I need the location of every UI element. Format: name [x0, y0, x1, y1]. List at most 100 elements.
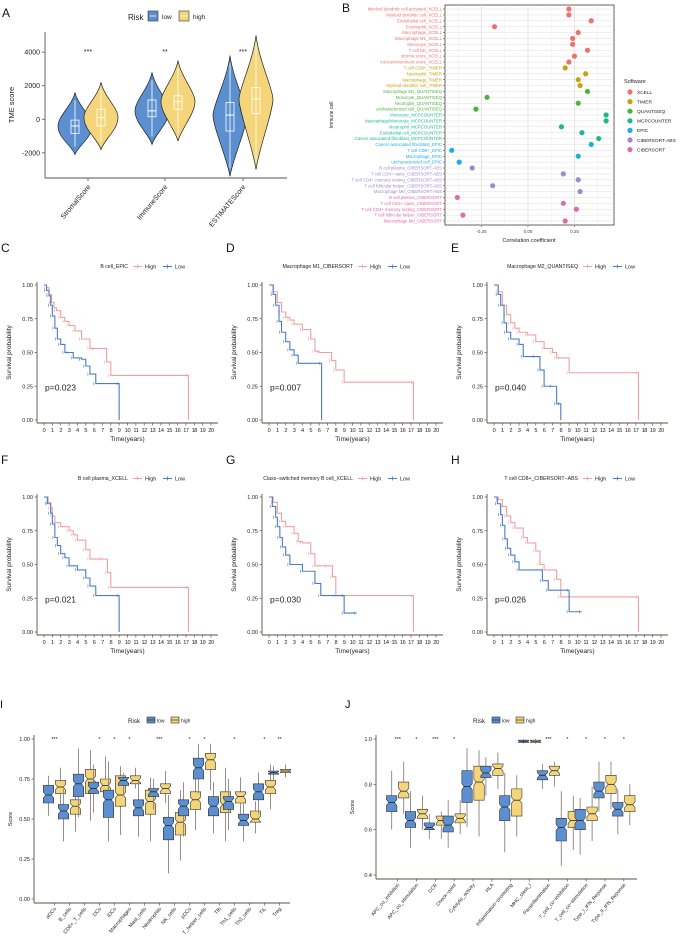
- legend-label: CIBERSORT-ABS: [637, 138, 676, 144]
- panel-e: E Macrophage M2_QUANTISEQ High Low 0.00 0.25 0…: [451, 241, 668, 443]
- x-tick-label: 18: [417, 640, 423, 646]
- y-tick-label: microenvironment score_XCELL: [380, 60, 442, 65]
- x-tick-label: 11: [583, 640, 588, 646]
- y-axis-title: Survival probability: [6, 536, 13, 591]
- panel-f: F B cell plasma_XCELL High Low 0.00 0.25 0.50 0…: [1, 453, 218, 655]
- km-legend: Macrophage M2_QUANTISEQ High Low: [507, 264, 635, 271]
- legend-label-low: low: [157, 719, 165, 725]
- point-quantiseq: [575, 100, 581, 106]
- x-tick-label: 17: [408, 640, 414, 646]
- point-epic: [575, 153, 581, 159]
- y-tick-label: Myeloid dendritic cell_TIMER: [386, 83, 442, 88]
- legend-label-high: High: [145, 265, 156, 271]
- legend-label-high: High: [595, 265, 606, 271]
- x-tick-label: 12: [141, 640, 147, 646]
- box-low: [88, 781, 99, 794]
- y-tick-label: 0.50: [247, 563, 258, 569]
- box-low: [193, 757, 204, 780]
- x-tick-label: 7: [326, 640, 329, 646]
- box-high: [130, 775, 141, 785]
- x-tick-label: 9: [118, 428, 121, 434]
- point-timer: [562, 65, 568, 71]
- box-low: [238, 813, 249, 826]
- box-high: [624, 795, 636, 812]
- x-axis-title: Time(years): [560, 436, 594, 443]
- p-value-label: p=0.007: [270, 382, 301, 392]
- x-tick-label: 12: [141, 428, 147, 434]
- significance-label: *: [566, 737, 569, 743]
- x-tick-label: 17: [633, 428, 639, 434]
- p-value-label: p=0.040: [495, 382, 526, 392]
- significance-label: *: [585, 737, 588, 743]
- panel-h: H T cell CD8+_CIBERSORT−ABS High Low 0.00 0.2…: [451, 453, 668, 655]
- y-tick-label: Neutrophil_MCPCOUNTER: [389, 124, 442, 129]
- x-tick-label: 6: [93, 640, 96, 646]
- box-low: [58, 804, 69, 820]
- legend-key-timer: [627, 99, 633, 105]
- significance-label: **: [277, 737, 282, 743]
- x-tick-label: DCs: [92, 906, 103, 918]
- survival-curve-high: [44, 496, 190, 632]
- y-tick-label: T cell follicular helper_CIBERSORT-ABS: [365, 183, 443, 188]
- x-tick-label: 0: [43, 428, 46, 434]
- panel-letter: E: [451, 241, 459, 255]
- x-tick-label: 13: [600, 640, 606, 646]
- legend-label: MCPCOUNTER: [637, 119, 672, 125]
- legend-label-low: Low: [400, 477, 410, 483]
- point-mcpcounter: [603, 118, 609, 124]
- x-tick-label: 3: [518, 640, 521, 646]
- y-tick-label: 0.00: [19, 897, 30, 903]
- y-tick-label: Monocyte_QUANTISEQ: [396, 95, 443, 100]
- x-tick-label: 0: [493, 428, 496, 434]
- x-tick-label: 14: [608, 428, 614, 434]
- y-axis-title: TME score: [7, 87, 16, 123]
- x-tick-label: iDCs: [106, 906, 118, 919]
- y-tick-label: B cell plasma_CIBERSORT: [389, 195, 442, 200]
- y-tick-label: 1.00: [247, 495, 258, 501]
- y-tick-label: 0.75: [472, 317, 483, 323]
- x-tick-label: 3: [293, 640, 296, 646]
- x-tick-label: 19: [650, 640, 656, 646]
- significance-label: ***: [239, 49, 247, 56]
- legend-label-high: high: [193, 14, 206, 21]
- x-tick-label: 3: [68, 640, 71, 646]
- legend-label-low: Low: [400, 265, 410, 271]
- x-axis-title: Time(years): [335, 436, 369, 443]
- y-tick-label: Myeloid dendritic cell_XCELL: [386, 12, 442, 17]
- y-tick-label: Neutrophil_TIMER: [407, 71, 442, 76]
- y-tick-label: 0.00: [22, 630, 33, 636]
- x-tick-label: 10: [350, 640, 356, 646]
- y-tick-label: 0.75: [247, 317, 258, 323]
- y-tick-label: stroma score_XCELL: [401, 54, 442, 59]
- y-tick-label: Eosinophil_XCELL: [406, 24, 442, 29]
- legend-label: XCELL: [637, 90, 653, 96]
- x-tick-label: 1: [501, 428, 504, 434]
- legend-title: Risk: [473, 718, 486, 725]
- significance-label: *: [263, 737, 266, 743]
- significance-label: *: [604, 737, 607, 743]
- survival-curve-high: [269, 284, 415, 420]
- point-xcell: [566, 59, 572, 65]
- y-tick-label: Myeloid dendritic cell activated_XCELL: [368, 7, 443, 12]
- legend-label-high: High: [595, 477, 606, 483]
- x-tick-label: 4: [76, 428, 79, 434]
- x-tick-label: 1: [51, 640, 54, 646]
- box-high: [70, 799, 81, 815]
- x-tick-label: 1: [51, 428, 54, 434]
- y-tick-label: T cell CD4+ naive_CIBERSORT-ABS: [371, 171, 442, 176]
- significance-label: *: [623, 737, 626, 743]
- y-tick-label: 0.25: [22, 384, 33, 390]
- x-tick-label: 7: [101, 640, 104, 646]
- x-tick-label: T_cell_co−stimulation: [554, 882, 590, 923]
- panel-d: D Macrophage M1_CIBERSORT High Low 0.00 0.25 0…: [226, 241, 443, 443]
- y-tick-label: Endothelial cell_MCPCOUNTER: [380, 130, 442, 135]
- survival-curve-low: [44, 496, 120, 632]
- significance-label: *: [188, 737, 191, 743]
- x-tick-label: 1: [276, 428, 279, 434]
- violin-box: [173, 95, 183, 110]
- box-low: [574, 808, 586, 830]
- x-axis-title: Time(years): [110, 648, 144, 655]
- y-axis-title: Score: [8, 812, 14, 826]
- legend-title: Risk: [128, 718, 141, 725]
